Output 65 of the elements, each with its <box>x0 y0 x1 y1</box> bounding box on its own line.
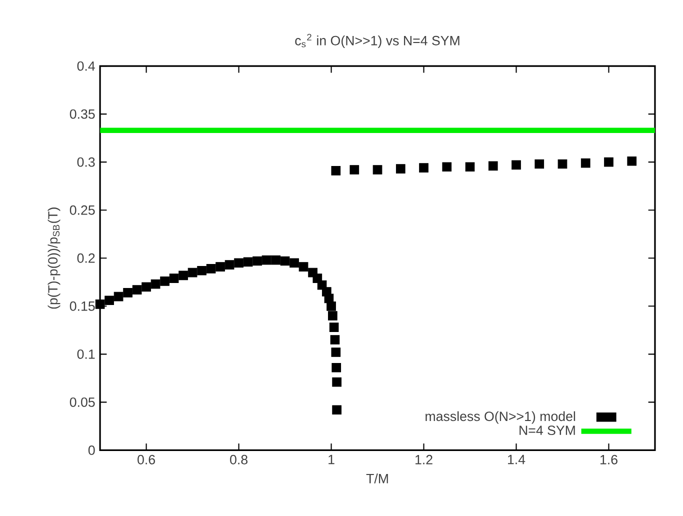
point <box>372 165 382 175</box>
point <box>331 348 341 358</box>
point <box>627 156 637 166</box>
point <box>329 322 339 332</box>
point <box>206 264 216 274</box>
point <box>234 258 244 268</box>
point <box>252 256 262 266</box>
y-tick-label: 0.3 <box>77 158 95 168</box>
point <box>332 363 342 372</box>
legend-label: massless O(N>>1) model <box>426 411 576 424</box>
point <box>512 160 521 170</box>
point <box>350 165 360 175</box>
point <box>216 262 225 272</box>
point <box>534 160 544 169</box>
point <box>290 258 299 268</box>
point <box>224 260 234 270</box>
point <box>442 162 452 172</box>
point <box>488 161 498 171</box>
y-axis-title: (p(T)-p(0))/p$_{SB}$(T) <box>48 208 60 309</box>
y-tick-label: 0.15 <box>70 302 95 312</box>
point <box>280 256 290 266</box>
point <box>580 158 590 168</box>
point <box>331 166 341 176</box>
point <box>123 288 132 298</box>
y-tick-label: 0.4 <box>77 62 95 71</box>
point <box>104 296 114 306</box>
y-tick-label: 0.2 <box>77 254 95 264</box>
point <box>178 270 188 280</box>
y-tick-label: 0.05 <box>70 398 95 408</box>
point <box>262 256 272 265</box>
y-tick-label: 0.35 <box>70 110 95 119</box>
y-tick-label: 0.25 <box>70 206 95 216</box>
point <box>332 405 342 415</box>
point <box>197 266 206 276</box>
point <box>243 258 253 267</box>
point <box>298 262 308 272</box>
x-tick-label: 1 <box>328 455 334 464</box>
x-tick-label: 0.8 <box>230 455 248 465</box>
chart-title: c$_{s}$$^{2}$ in O(N>>1) vs N=4 SYM <box>295 34 460 48</box>
point <box>142 282 151 292</box>
point <box>150 280 160 289</box>
x-tick-label: 1.2 <box>416 455 432 464</box>
point <box>326 302 336 312</box>
point <box>188 268 198 278</box>
point <box>330 335 340 345</box>
point <box>114 292 124 302</box>
point <box>95 300 105 310</box>
point <box>271 256 280 265</box>
x-tick-label: 0.6 <box>138 455 155 465</box>
y-tick-label: 0 <box>88 446 95 456</box>
point <box>332 378 342 387</box>
legend-label: N=4 SYM <box>520 426 575 436</box>
x-axis-title: T/M <box>366 474 388 484</box>
point <box>558 160 568 169</box>
y-tick-label: 0.1 <box>77 350 95 360</box>
point <box>396 164 406 174</box>
x-tick-label: 1.4 <box>508 455 526 464</box>
point <box>169 274 179 284</box>
point <box>328 311 338 321</box>
point <box>419 163 428 173</box>
point <box>604 158 614 167</box>
point <box>160 276 170 286</box>
x-tick-label: 1.6 <box>600 455 618 465</box>
point <box>132 285 142 295</box>
point <box>465 162 475 172</box>
